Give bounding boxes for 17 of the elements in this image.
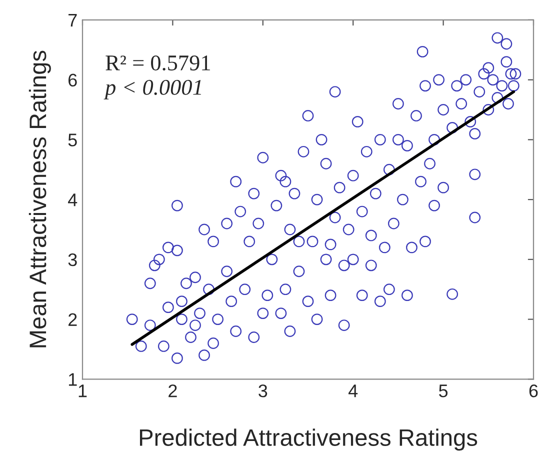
y-tick-label: 6 — [68, 74, 77, 87]
y-tick-label: 3 — [68, 253, 77, 266]
x-tick-label: 6 — [529, 384, 538, 398]
y-tick-label: 1 — [68, 373, 77, 386]
annotation: p < 0.0001 — [104, 80, 201, 100]
y-axis-title: Mean Attractiveness Ratings — [28, 50, 51, 348]
y-tick-label: 4 — [68, 194, 78, 206]
y-tick-label: 7 — [68, 14, 77, 26]
y-tick-label: 5 — [68, 134, 77, 146]
x-tick-label: 4 — [348, 384, 358, 398]
x-tick-label: 2 — [168, 384, 177, 398]
y-tick-label: 2 — [68, 313, 77, 326]
x-tick-label: 1 — [78, 384, 87, 398]
x-tick-label: 3 — [258, 384, 268, 398]
x-tick-label: 5 — [439, 384, 448, 398]
x-axis-title: Predicted Attractiveness Ratings — [140, 428, 478, 451]
annotation: R² = 0.5791 — [106, 55, 210, 71]
